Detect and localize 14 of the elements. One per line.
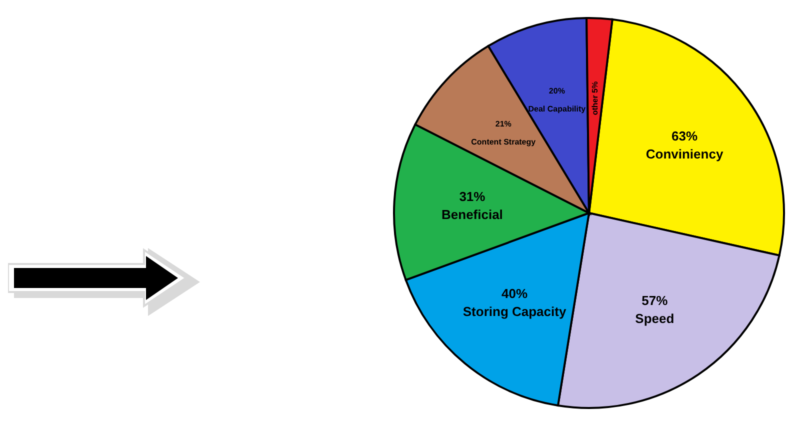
data-label: 57%	[642, 292, 668, 308]
data-label: 20%	[548, 86, 565, 96]
slice-label: other	[590, 95, 600, 116]
data-label: 31%	[459, 188, 486, 204]
slice-label: Storing Capacity	[462, 304, 567, 320]
slice-label: Beneficial	[442, 206, 503, 222]
slice-label: Content Strategy	[471, 137, 536, 146]
slice-label: Conviniency	[646, 146, 724, 162]
data-label: 40%	[502, 286, 528, 302]
slice-label: Deal Capability	[528, 104, 586, 114]
data-label: 63%	[672, 128, 698, 144]
slice-label: Speed	[635, 310, 674, 326]
data-label: 21%	[495, 119, 512, 128]
data-label: 5%	[590, 81, 600, 93]
